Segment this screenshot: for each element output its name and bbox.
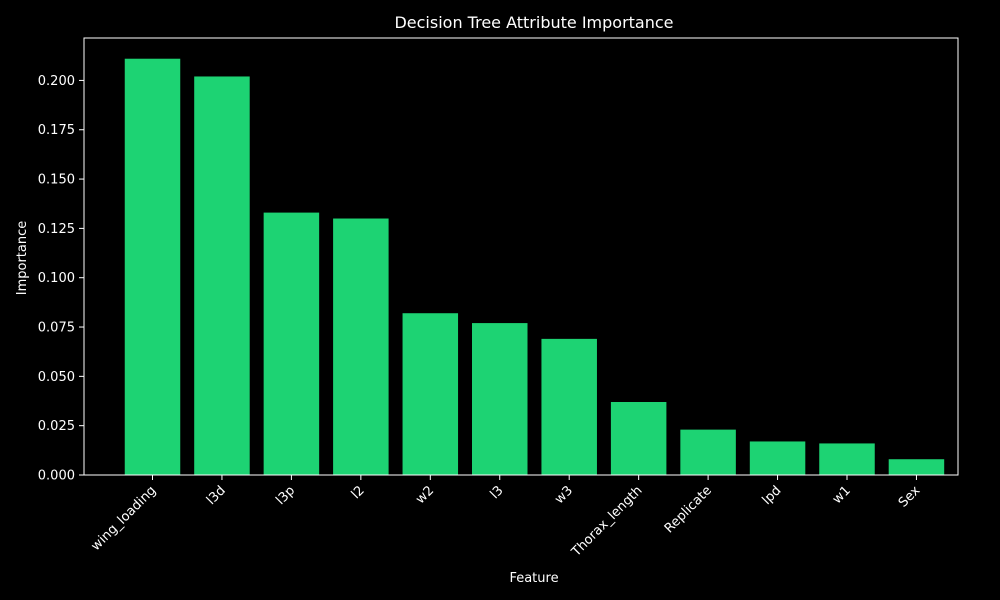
bar-w1	[819, 443, 875, 475]
bar-w2	[402, 313, 459, 475]
bar-l3d	[194, 76, 250, 475]
y-tick-label: 0.200	[38, 74, 75, 89]
x-tick-label: Replicate	[662, 483, 715, 536]
plot-frame	[83, 37, 959, 476]
bar-thorax-length	[610, 402, 667, 475]
bar-replicate	[680, 429, 736, 475]
x-tick-label: l3p	[273, 483, 298, 508]
y-tick-label: 0.050	[38, 370, 75, 385]
y-axis: 0.000 0.025 0.050 0.075 0.100 0.125 0.150 0.175…	[38, 74, 84, 484]
y-tick-label: 0.100	[38, 271, 75, 286]
y-tick-label: 0.075	[38, 321, 75, 336]
bar-l2	[333, 218, 389, 475]
y-axis-label: Importance	[15, 221, 30, 296]
x-tick-label: w1	[830, 483, 854, 507]
y-tick-label: 0.150	[38, 173, 75, 188]
x-tick-label: Sex	[896, 483, 924, 511]
x-tick-label: lpd	[760, 483, 785, 508]
bar-lpd	[749, 441, 806, 475]
x-tick-label: w2	[413, 483, 437, 507]
y-tick-label: 0.175	[38, 123, 75, 138]
x-tick-label: l2	[349, 483, 368, 502]
chart-title: Decision Tree Attribute Importance	[394, 13, 673, 32]
x-axis-label: Feature	[509, 571, 558, 586]
x-tick-label: l3d	[204, 483, 229, 508]
x-tick-label: Thorax_length	[568, 483, 645, 560]
x-tick-label: wing_loading	[89, 483, 160, 554]
y-tick-label: 0.000	[38, 469, 75, 484]
bar-l3	[472, 323, 528, 475]
y-tick-label: 0.025	[38, 419, 75, 434]
x-tick-label: l3	[488, 483, 507, 502]
bar-w3	[541, 338, 597, 475]
bar-l3p	[263, 212, 320, 475]
x-tick-label: w3	[552, 483, 576, 507]
y-tick-label: 0.125	[38, 222, 75, 237]
bar-sex	[888, 459, 945, 475]
bars-layer	[124, 58, 945, 475]
bar-wing-loading	[124, 58, 181, 475]
